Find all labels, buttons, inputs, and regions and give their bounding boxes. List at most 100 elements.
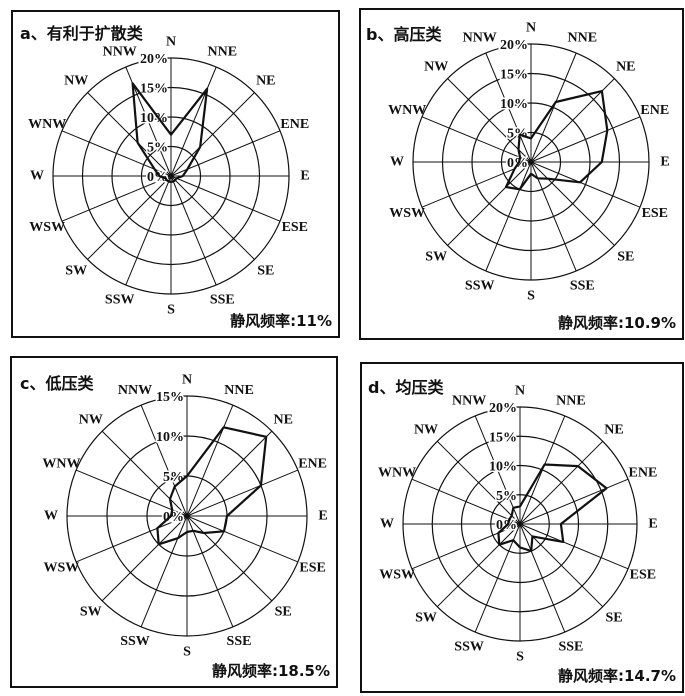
direction-label-w: W [30, 169, 44, 184]
calm-frequency-label: 静风频率:14.7% [557, 667, 676, 685]
spoke-nne [530, 52, 577, 163]
spoke-wsw [421, 161, 532, 208]
direction-label-sw: SW [80, 605, 102, 620]
panel-title: c、低压类 [20, 374, 94, 393]
direction-label-s: S [516, 650, 524, 665]
direction-label-e: E [660, 155, 669, 170]
ring-tick-label: 5% [147, 141, 168, 156]
spoke-sse [186, 515, 234, 628]
spoke-sse [170, 175, 217, 286]
wind-rose-d: NNNENEENEEESESESSESSSWSWWSWWWNWNWNNW0%5%… [378, 384, 658, 665]
spoke-ese [170, 175, 281, 222]
direction-label-ne: NE [273, 412, 292, 427]
panel-title: b、高压类 [366, 25, 442, 44]
ring-tick-label: 15% [140, 82, 168, 97]
spoke-nne [170, 66, 217, 177]
direction-label-nne: NNE [568, 31, 598, 46]
spoke-ene [186, 469, 299, 517]
spoke-wsw [61, 175, 172, 222]
panel-title: d、均压类 [368, 378, 444, 397]
direction-label-ese: ESE [642, 206, 668, 221]
direction-label-ene: ENE [629, 466, 658, 481]
ring-tick-label: 20% [489, 401, 517, 416]
direction-label-wnw: WNW [388, 103, 426, 118]
direction-label-se: SE [275, 605, 292, 620]
direction-label-w: W [380, 517, 394, 532]
direction-label-ese: ESE [299, 561, 325, 576]
direction-label-nnw: NNW [103, 45, 137, 60]
ring-tick-label: 0% [163, 510, 184, 525]
spoke-wnw [421, 116, 532, 163]
direction-label-ne: NE [604, 423, 623, 438]
direction-label-sse: SSE [558, 639, 583, 654]
spoke-wnw [75, 469, 188, 517]
spoke-wnw [411, 478, 521, 525]
direction-label-se: SE [617, 249, 634, 264]
direction-label-nnw: NNW [452, 394, 486, 409]
wind-frequency-line [497, 463, 608, 553]
spoke-nw [436, 440, 521, 525]
direction-label-w: W [390, 155, 404, 170]
panel-a: N NNE NE ENE E ESE SE SSE S SSW SW WSW W WNW NW NNW 0% 5%… [11, 10, 340, 338]
spoke-nne [186, 404, 234, 517]
direction-label-wsw: WSW [379, 567, 415, 582]
direction-label-se: SE [257, 263, 274, 278]
direction-label-wnw: WNW [28, 117, 66, 132]
wind-rose-c: N NNE NE ENE E ESE SE SSE S SSW SW WSW W WNW NW NNW 0% 5%… [42, 373, 327, 660]
spoke-nw [101, 430, 188, 517]
direction-label-e: E [300, 169, 309, 184]
direction-label-wsw: WSW [29, 220, 65, 235]
direction-label-nnw: NNW [118, 383, 152, 398]
spoke-nnw [140, 404, 188, 517]
calm-frequency-label: 静风频率:10.9% [557, 314, 676, 332]
direction-label-sse: SSE [210, 292, 235, 307]
direction-label-se: SE [605, 611, 622, 626]
spoke-se [186, 515, 273, 602]
spoke-ese [530, 161, 641, 208]
panel-d: N NNE NE ENE E ESE SE SSE S SSW SW WSW W WNW NW NNW 0% 5%… [360, 362, 684, 693]
direction-label-n: N [166, 35, 176, 50]
ring-tick-label: 20% [500, 38, 528, 53]
direction-label-wnw: WNW [42, 457, 80, 472]
spoke-se [170, 175, 255, 260]
direction-label-nw: NW [79, 412, 103, 427]
spoke-sw [101, 515, 188, 602]
direction-label-ese: ESE [282, 220, 308, 235]
direction-label-ne: NE [616, 60, 635, 75]
direction-label-w: W [44, 509, 58, 524]
direction-label-n: N [182, 373, 192, 388]
wind-rose-a: N NNE NE ENE E ESE SE SSE S SSW SW WSW W WNW NW NNW 0% 5%… [28, 35, 310, 318]
calm-frequency-label: 静风频率:11% [230, 312, 332, 330]
spoke-ne [186, 430, 273, 517]
spoke-se [519, 523, 604, 608]
direction-label-ssw: SSW [120, 634, 150, 649]
direction-label-s: S [183, 645, 191, 660]
direction-label-wsw: WSW [44, 561, 80, 576]
spoke-nnw [474, 415, 521, 525]
direction-label-nw: NW [64, 74, 88, 89]
spoke-ese [519, 523, 629, 570]
spoke-ssw [474, 523, 521, 633]
spoke-ene [519, 478, 629, 525]
direction-label-e: E [318, 509, 327, 524]
direction-label-wnw: WNW [378, 466, 416, 481]
direction-label-nne: NNE [224, 383, 254, 398]
calm-frequency-label: 静风频率:18.5% [211, 662, 330, 680]
spoke-ne [170, 92, 255, 177]
direction-label-nne: NNE [556, 394, 586, 409]
ring-tick-label: 10% [489, 460, 517, 475]
spoke-wsw [411, 523, 521, 570]
spoke-sw [87, 175, 172, 260]
panel-title: a、有利于扩散类 [20, 24, 143, 43]
spoke-ene [530, 116, 641, 163]
direction-label-s: S [527, 289, 535, 304]
direction-label-nw: NW [414, 423, 438, 438]
spoke-sw [436, 523, 521, 608]
direction-label-ssw: SSW [105, 292, 135, 307]
ring-tick-label: 10% [156, 430, 184, 445]
direction-label-ssw: SSW [454, 639, 484, 654]
direction-label-sw: SW [65, 263, 87, 278]
direction-label-nnw: NNW [463, 31, 497, 46]
direction-label-ne: NE [256, 74, 275, 89]
direction-label-n: N [526, 21, 536, 36]
